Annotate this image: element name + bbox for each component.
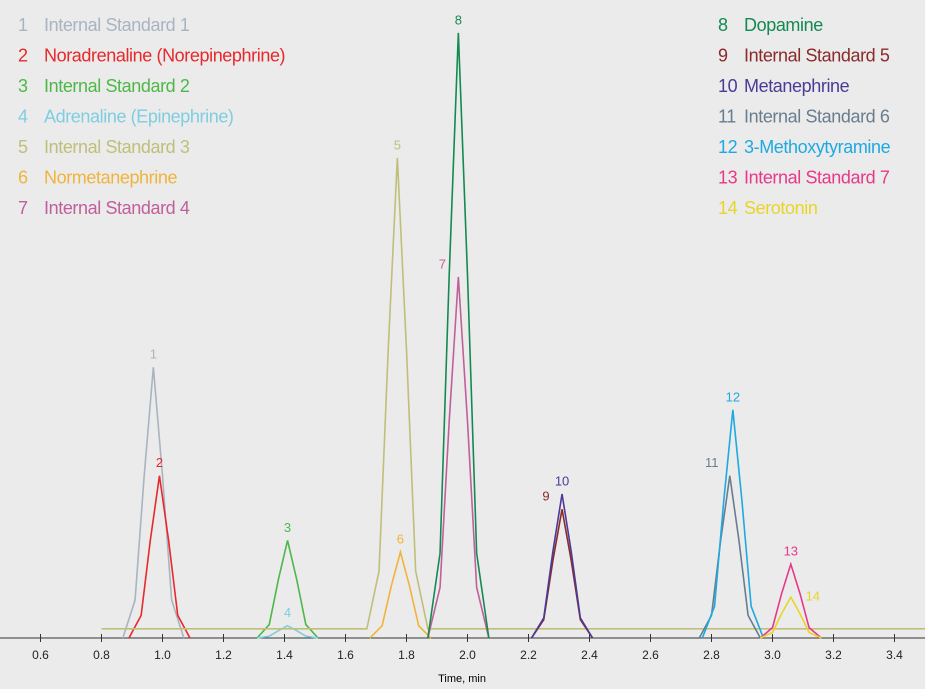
peak-label: 5 bbox=[394, 137, 401, 152]
peak-label: 13 bbox=[784, 544, 798, 559]
series-line bbox=[128, 475, 191, 639]
series-line bbox=[101, 157, 925, 630]
peak-label: 12 bbox=[726, 389, 740, 404]
legend-number: 9 bbox=[718, 45, 728, 65]
legend-label: Normetanephrine bbox=[44, 167, 177, 187]
legend-number: 2 bbox=[18, 45, 28, 65]
legend-number: 8 bbox=[718, 15, 728, 35]
peak-label: 6 bbox=[397, 531, 404, 546]
legend-number: 14 bbox=[718, 198, 738, 218]
legend-number: 12 bbox=[718, 137, 738, 157]
peak-label: 7 bbox=[439, 256, 446, 271]
legend-label: Internal Standard 2 bbox=[44, 76, 190, 96]
peak-label: 1 bbox=[150, 347, 157, 362]
peak-label: 11 bbox=[705, 455, 719, 470]
series-line bbox=[530, 493, 594, 639]
x-tick-label: 1.0 bbox=[154, 648, 171, 662]
peak-label: 14 bbox=[806, 589, 820, 604]
x-tick-label: 3.2 bbox=[825, 648, 842, 662]
peak-label: 10 bbox=[555, 473, 569, 488]
legend-label: Dopamine bbox=[744, 15, 823, 35]
peak-label: 3 bbox=[284, 520, 291, 535]
peak-label: 4 bbox=[284, 605, 291, 620]
x-tick-label: 1.8 bbox=[398, 648, 415, 662]
series-line bbox=[256, 624, 319, 639]
legend-number: 11 bbox=[718, 106, 736, 126]
legend-label: Internal Standard 6 bbox=[744, 106, 890, 126]
peak-label: 9 bbox=[542, 489, 549, 504]
legend-number: 7 bbox=[18, 198, 28, 218]
legend-number: 5 bbox=[18, 137, 28, 157]
legend-label: Internal Standard 3 bbox=[44, 137, 190, 157]
legend-label: Internal Standard 7 bbox=[744, 167, 890, 187]
x-tick-label: 1.4 bbox=[276, 648, 293, 662]
legend-label: Internal Standard 1 bbox=[44, 15, 190, 35]
series-line bbox=[530, 509, 594, 639]
x-tick-label: 0.8 bbox=[93, 648, 110, 662]
series-line bbox=[701, 409, 765, 639]
series-line bbox=[427, 276, 490, 639]
series-line bbox=[759, 561, 822, 639]
x-tick-label: 2.2 bbox=[520, 648, 537, 662]
x-tick-label: 2.4 bbox=[581, 648, 598, 662]
legend-label: Metanephrine bbox=[744, 76, 850, 96]
legend-label: Noradrenaline (Norepinephrine) bbox=[44, 45, 285, 65]
legend-label: Serotonin bbox=[744, 198, 817, 218]
series-line bbox=[256, 540, 319, 639]
legend-label: Internal Standard 4 bbox=[44, 198, 190, 218]
x-tick-label: 3.4 bbox=[886, 648, 903, 662]
series-line bbox=[759, 595, 822, 639]
legend-number: 3 bbox=[18, 76, 28, 96]
legend-label: Internal Standard 5 bbox=[744, 45, 890, 65]
x-tick-label: 2.0 bbox=[459, 648, 476, 662]
x-tick-label: 3.0 bbox=[764, 648, 781, 662]
x-axis-title: Time, min bbox=[438, 673, 486, 685]
x-tick-label: 1.2 bbox=[215, 648, 232, 662]
x-tick-label: 2.8 bbox=[703, 648, 720, 662]
series-line bbox=[369, 548, 432, 639]
legend-number: 1 bbox=[18, 15, 28, 35]
x-tick-label: 0.6 bbox=[32, 648, 49, 662]
x-tick-label: 1.6 bbox=[337, 648, 354, 662]
legend-label: Adrenaline (Epinephrine) bbox=[44, 106, 234, 126]
peak-label: 2 bbox=[156, 455, 163, 470]
legend-number: 6 bbox=[18, 167, 28, 187]
legend-number: 4 bbox=[18, 106, 28, 126]
series-line bbox=[427, 32, 490, 639]
peak-label: 8 bbox=[455, 12, 462, 27]
series-line bbox=[122, 367, 185, 639]
legend-label: 3-Methoxytyramine bbox=[744, 137, 891, 157]
legend-number: 10 bbox=[718, 76, 738, 96]
x-tick-label: 2.6 bbox=[642, 648, 659, 662]
legend-number: 13 bbox=[718, 167, 738, 187]
